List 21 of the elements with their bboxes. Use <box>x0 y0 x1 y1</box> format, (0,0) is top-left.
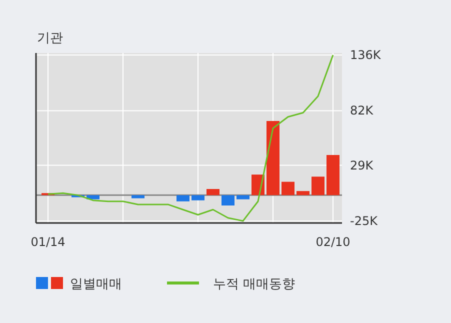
line-series <box>47 54 334 222</box>
y-tick-label: 136K <box>350 48 382 62</box>
bar <box>222 195 234 206</box>
y-tick-label: 29K <box>350 158 374 172</box>
y-tick-label: -25K <box>350 214 379 228</box>
chart-title: 기관 <box>37 31 63 46</box>
x-tick-label: 02/10 <box>316 235 350 249</box>
bar <box>282 182 294 196</box>
bar <box>326 155 340 196</box>
bar <box>266 121 280 196</box>
bar <box>192 195 204 200</box>
legend-label: 일별매매 <box>70 277 122 292</box>
bar <box>206 189 220 196</box>
bar <box>176 195 190 202</box>
x-tick-label: 01/14 <box>30 235 66 249</box>
bar <box>312 176 324 196</box>
bar <box>132 195 144 198</box>
legend-label: 누적 매매동향 <box>213 277 296 292</box>
bar <box>236 195 250 200</box>
y-tick-label: 82K <box>350 104 374 118</box>
bar <box>296 191 310 196</box>
